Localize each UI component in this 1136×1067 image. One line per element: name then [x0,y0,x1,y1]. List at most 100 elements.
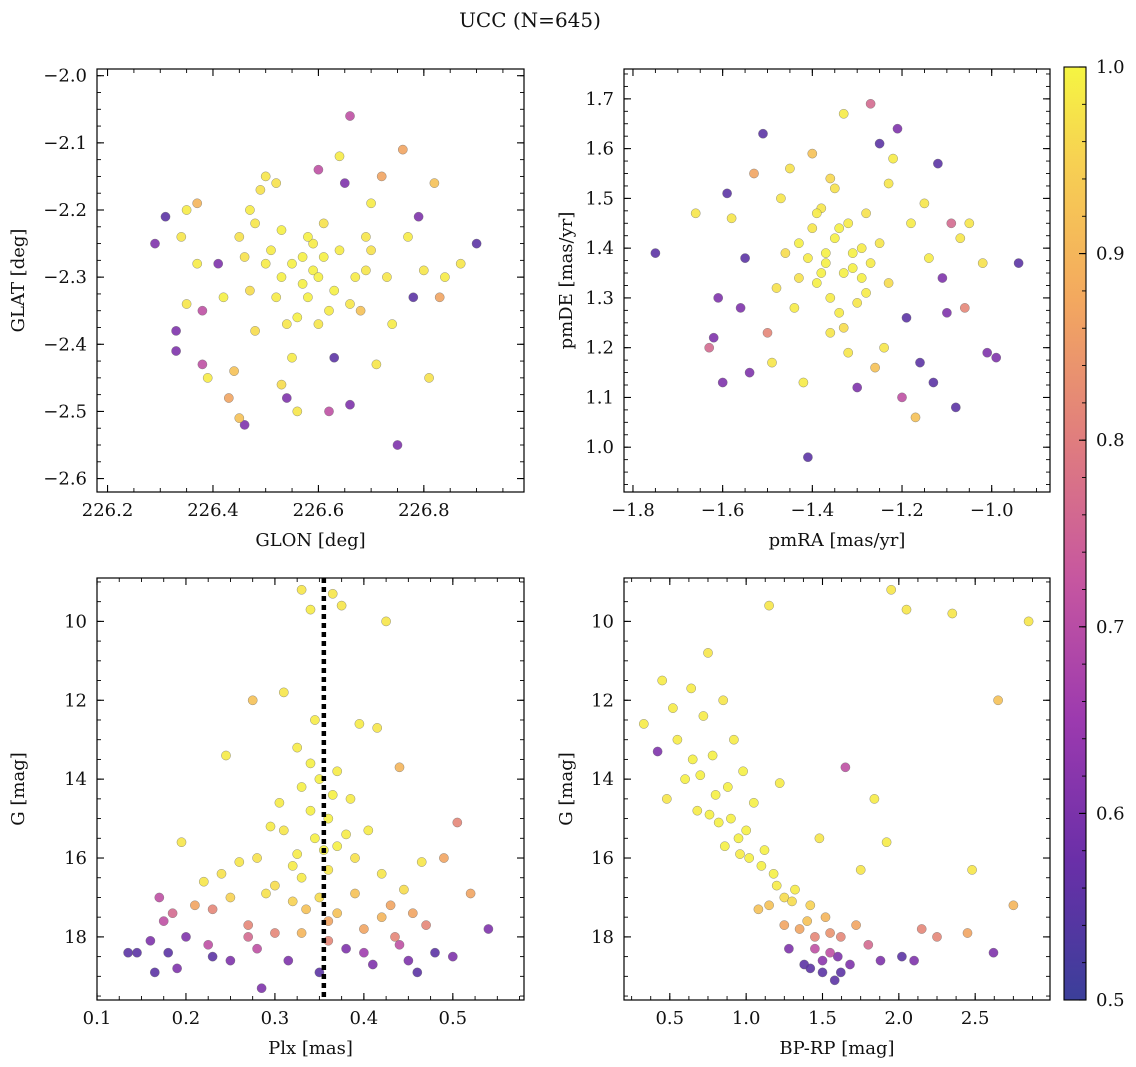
data-point [150,967,160,978]
x-tick-label: −1.2 [880,500,924,521]
data-point [703,648,713,658]
x-tick-label: 0.1 [83,1008,112,1029]
data-point [197,359,208,370]
data-point [434,292,445,303]
data-point [814,833,825,844]
data-point [329,352,339,363]
data-point [657,675,667,686]
y-tick-label: 18 [64,927,87,948]
data-point [350,888,360,899]
data-point [296,928,307,938]
data-point [704,342,714,353]
data-point [901,313,912,323]
y-tick-label: 12 [591,690,614,711]
data-point [692,805,703,816]
data-point [218,292,229,303]
data-point [225,892,236,903]
data-point [764,600,774,611]
data-point [825,173,836,184]
y-axis-label: G [mag] [556,752,577,825]
data-point [713,293,723,303]
x-tick-label: 0.5 [655,1008,684,1029]
data-point [686,683,696,694]
data-point [843,218,853,229]
data-point [723,782,733,792]
data-point [412,967,423,978]
data-point [465,888,476,899]
data-point [271,292,281,303]
data-point [301,904,311,915]
data-point [722,188,732,199]
data-point [982,347,992,358]
data-point [771,283,782,293]
data-point [270,928,280,938]
data-point [869,794,880,804]
data-point [245,205,255,215]
data-point [718,695,728,706]
data-point [852,382,862,393]
data-point [687,754,698,765]
data-point [225,955,236,966]
y-axis-label: pmDE [mas/yr] [556,212,577,350]
data-point [845,959,855,970]
data-point [197,305,208,316]
data-point [812,208,822,219]
x-tick-label: 226.2 [82,500,134,521]
data-point [825,328,836,338]
data-point [282,319,292,329]
data-point [221,750,231,761]
data-point [350,853,360,863]
data-point [803,253,813,263]
data-point [345,111,355,121]
data-point [861,208,871,219]
data-point [668,703,678,713]
data-point [372,723,382,733]
data-point [762,328,773,338]
y-tick-label: 1.2 [585,338,614,359]
data-point [650,248,661,258]
data-point [710,790,721,800]
data-point [292,742,302,753]
data-point [213,258,223,269]
x-tick-label: 226.4 [187,500,239,521]
data-point [376,912,387,922]
data-point [332,841,342,851]
data-point [758,128,768,139]
data-point [234,413,245,423]
data-point [163,947,173,958]
data-point [239,420,250,430]
y-tick-label: 10 [64,611,87,632]
data-point [901,604,912,615]
colorbar: 0.5 0.6 0.7 0.8 0.9 1.0 [1063,57,1125,1011]
data-point [817,955,828,966]
data-point [704,809,715,820]
data-point [171,346,181,356]
data-point [672,734,683,745]
data-point [821,248,831,258]
data-point [271,178,281,188]
data-point [203,940,213,950]
data-point [993,695,1003,706]
proper-motion-points [650,99,1024,462]
data-point [239,252,250,262]
data-point [690,208,701,219]
data-point [318,252,329,262]
data-point [327,589,338,599]
data-point [942,308,952,318]
data-point [794,238,804,248]
y-tick-label: 1.3 [585,288,614,309]
data-point [336,600,347,611]
y-tick-label: 1.5 [585,188,614,209]
data-point [394,940,405,950]
colorbar-tick-label: 0.6 [1096,803,1125,824]
data-point [960,303,970,313]
data-point [279,687,289,698]
data-point [789,303,800,313]
data-point [964,218,975,229]
data-point [313,319,324,329]
data-point [779,920,790,930]
y-tick-label: 16 [591,848,614,869]
x-tick-label: −1.4 [790,500,834,521]
y-tick-label: 14 [591,769,614,790]
data-point [779,892,790,903]
